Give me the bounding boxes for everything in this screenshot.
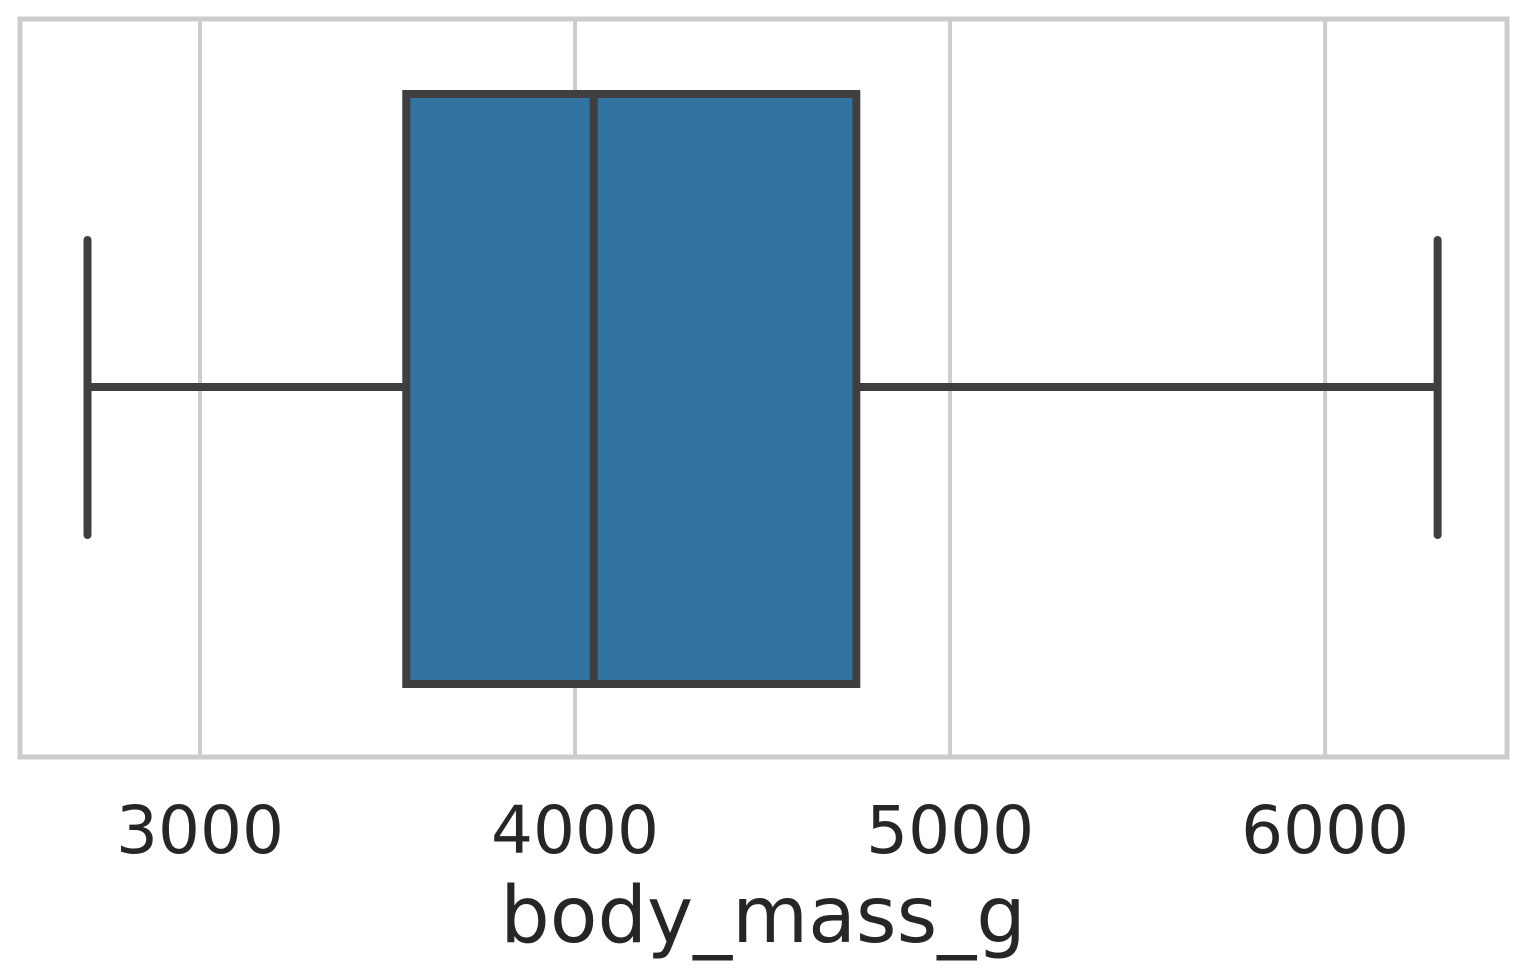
plot-frame <box>17 16 1510 760</box>
box-group <box>83 90 1442 688</box>
x-tick-labels: 3000 4000 5000 6000 <box>116 792 1409 869</box>
x-tick-label: 6000 <box>1241 792 1409 869</box>
x-tick-label: 5000 <box>866 792 1034 869</box>
x-axis-title: body_mass_g <box>500 871 1025 961</box>
x-tick-label: 3000 <box>116 792 284 869</box>
interquartile-box <box>402 90 861 688</box>
x-tick-label: 4000 <box>491 792 659 869</box>
